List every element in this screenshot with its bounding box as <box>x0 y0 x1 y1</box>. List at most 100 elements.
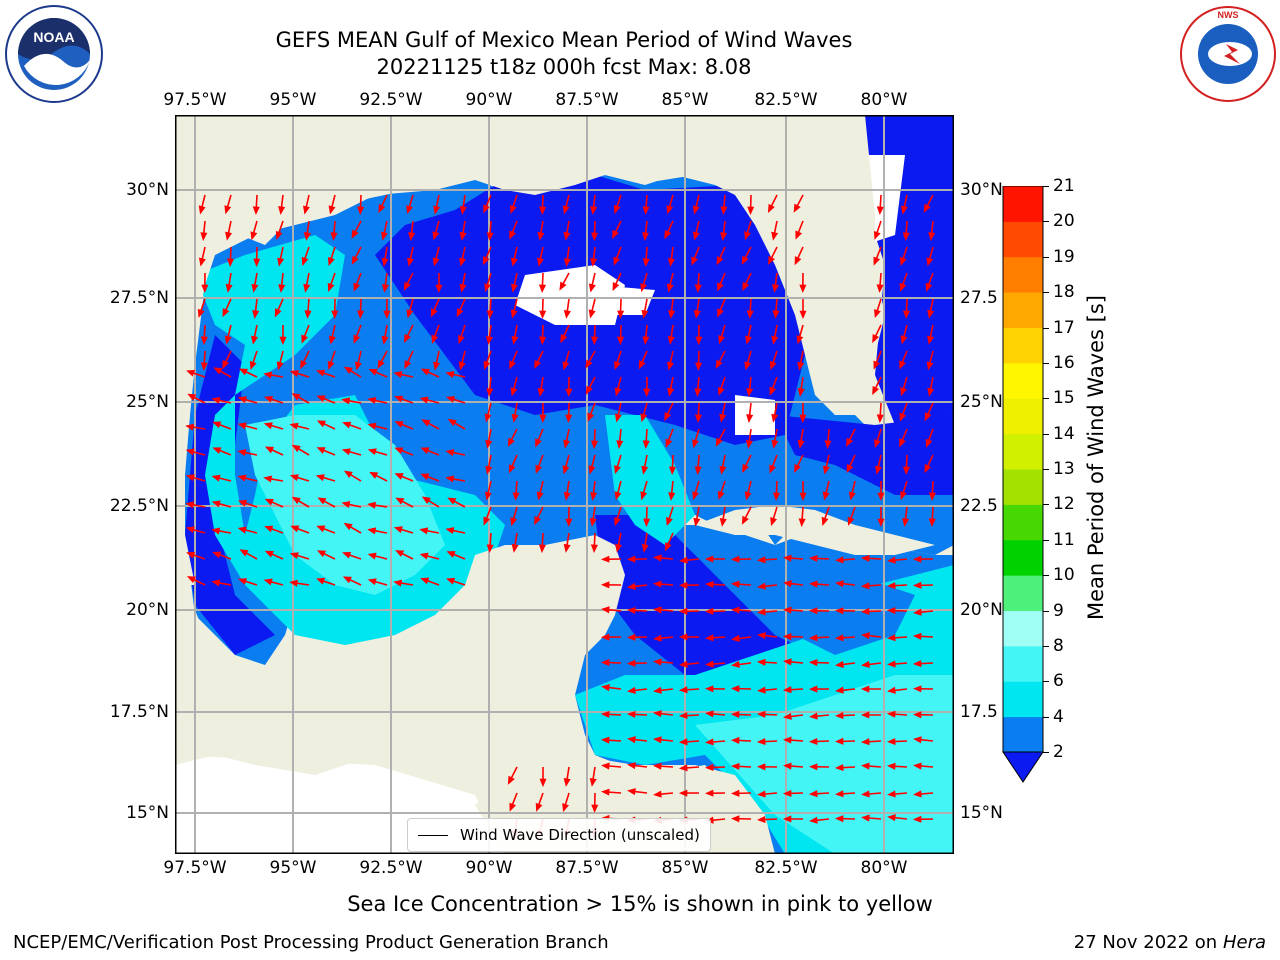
wave-arrow-head <box>912 555 922 563</box>
wave-arrow-head <box>874 465 882 475</box>
wave-arrow-head <box>565 518 573 528</box>
wave-arrow-head <box>666 283 674 293</box>
wave-arrow-head <box>211 474 221 482</box>
wave-arrow-head <box>343 366 353 374</box>
wave-arrow-head <box>730 555 740 563</box>
wave-arrow-head <box>783 712 792 720</box>
lon-tick-top: 82.5°W <box>754 90 818 110</box>
footer-right: 27 Nov 2022 on Hera <box>1074 932 1266 954</box>
wave-arrow-head <box>486 544 494 554</box>
svg-text:NWS: NWS <box>1218 10 1239 20</box>
wave-arrow-head <box>538 544 546 554</box>
wave-arrow-head <box>237 449 247 457</box>
wave-arrow-head <box>901 205 908 215</box>
wave-arrow-head <box>328 335 336 345</box>
svg-text:NOAA: NOAA <box>33 29 74 45</box>
wave-arrow-head <box>484 413 492 423</box>
colorbar-tick-mark <box>1043 504 1049 506</box>
wave-arrow-head <box>263 371 273 379</box>
wave-arrow-head <box>511 413 519 423</box>
wave-arrow-head <box>600 581 610 589</box>
wave-arrow-head <box>704 607 714 615</box>
wave-arrow-head <box>303 205 310 215</box>
wave-arrow-head <box>730 710 740 719</box>
wave-arrow-head <box>342 576 352 584</box>
wave-arrow-head <box>589 778 597 787</box>
wave-arrow-head <box>406 309 414 319</box>
wave-arrow-head <box>238 368 248 376</box>
wave-arrow-head <box>664 411 672 422</box>
wave-arrow-head <box>419 552 429 560</box>
wave-arrow-head <box>290 525 300 533</box>
wave-arrow-head <box>860 607 870 615</box>
wave-arrow-head <box>799 492 807 502</box>
wave-arrow-head <box>667 258 675 267</box>
wave-arrow-head <box>330 232 338 241</box>
colorbar-segment <box>1003 398 1043 435</box>
wave-arrow-head <box>536 491 544 501</box>
wave-arrow-head <box>923 203 931 213</box>
wave-arrow-head <box>185 501 195 509</box>
wave-arrow-head <box>695 362 703 372</box>
wave-arrow-head <box>316 369 326 377</box>
wave-arrow-head <box>876 414 884 424</box>
wave-arrow-head <box>615 543 623 553</box>
colorbar-tick-mark <box>1043 610 1049 612</box>
wave-arrow-head <box>860 685 870 693</box>
wave-arrow-head <box>445 370 455 378</box>
wave-arrow-head <box>679 556 688 564</box>
wave-arrow-head <box>900 335 908 345</box>
wave-arrow-head <box>432 231 440 241</box>
wave-arrow-head <box>861 632 870 640</box>
lat-tick-left: 15°N <box>126 803 169 823</box>
wave-arrow-head <box>600 633 610 641</box>
wave-arrow-head <box>381 257 389 267</box>
wave-arrow-head <box>535 438 542 448</box>
wave-arrow-head <box>600 710 610 718</box>
wave-arrow-head <box>316 420 326 428</box>
wave-arrow-head <box>304 310 312 319</box>
wave-arrow-head <box>212 421 222 429</box>
wave-arrow-head <box>912 815 922 823</box>
wave-arrow-head <box>403 333 411 343</box>
wave-arrow-head <box>393 371 403 379</box>
wave-arrow-head <box>771 284 780 293</box>
wave-arrow-head <box>847 516 855 526</box>
wave-arrow-head <box>705 738 714 746</box>
wave-arrow-head <box>874 439 881 449</box>
wave-arrow-head <box>782 686 792 694</box>
wave-arrow-head <box>404 360 412 370</box>
wave-arrow-head <box>704 763 714 771</box>
wave-arrow-head <box>861 814 870 822</box>
wave-arrow-head <box>420 577 430 585</box>
wave-arrow-head <box>900 491 907 501</box>
wave-arrow-head <box>876 284 884 293</box>
wave-arrow-head <box>912 581 922 589</box>
footer-left: NCEP/EMC/Verification Post Processing Pr… <box>13 932 609 953</box>
wave-arrow-head <box>200 362 208 372</box>
wave-arrow-head <box>419 527 429 535</box>
wave-arrow-head <box>224 205 232 215</box>
wave-arrow-head <box>341 397 351 405</box>
wave-arrow-head <box>678 764 688 772</box>
wave-arrow-head <box>797 439 805 449</box>
wave-arrow-head <box>834 607 844 615</box>
wave-arrow-head <box>899 360 906 370</box>
wave-arrow-head <box>928 518 936 528</box>
wave-arrow-head <box>679 660 688 668</box>
wave-arrow-head <box>251 335 259 345</box>
wave-arrow-head <box>642 258 650 268</box>
wave-arrow-head <box>769 360 777 371</box>
colorbar-tick-mark <box>1043 186 1049 187</box>
colorbar-tick-label: 6 <box>1053 671 1064 692</box>
wave-arrow-head <box>212 551 222 559</box>
wave-arrow-head <box>808 790 818 798</box>
colorbar-tick-mark <box>1043 752 1049 753</box>
wave-arrow-head <box>613 256 620 266</box>
wave-arrow-head <box>275 230 283 240</box>
colorbar-tick-mark <box>1043 327 1049 329</box>
wave-arrow-head <box>678 633 688 641</box>
wave-arrow-head <box>539 336 547 346</box>
wave-arrow-head <box>744 361 752 371</box>
wave-arrow-head <box>353 334 361 344</box>
